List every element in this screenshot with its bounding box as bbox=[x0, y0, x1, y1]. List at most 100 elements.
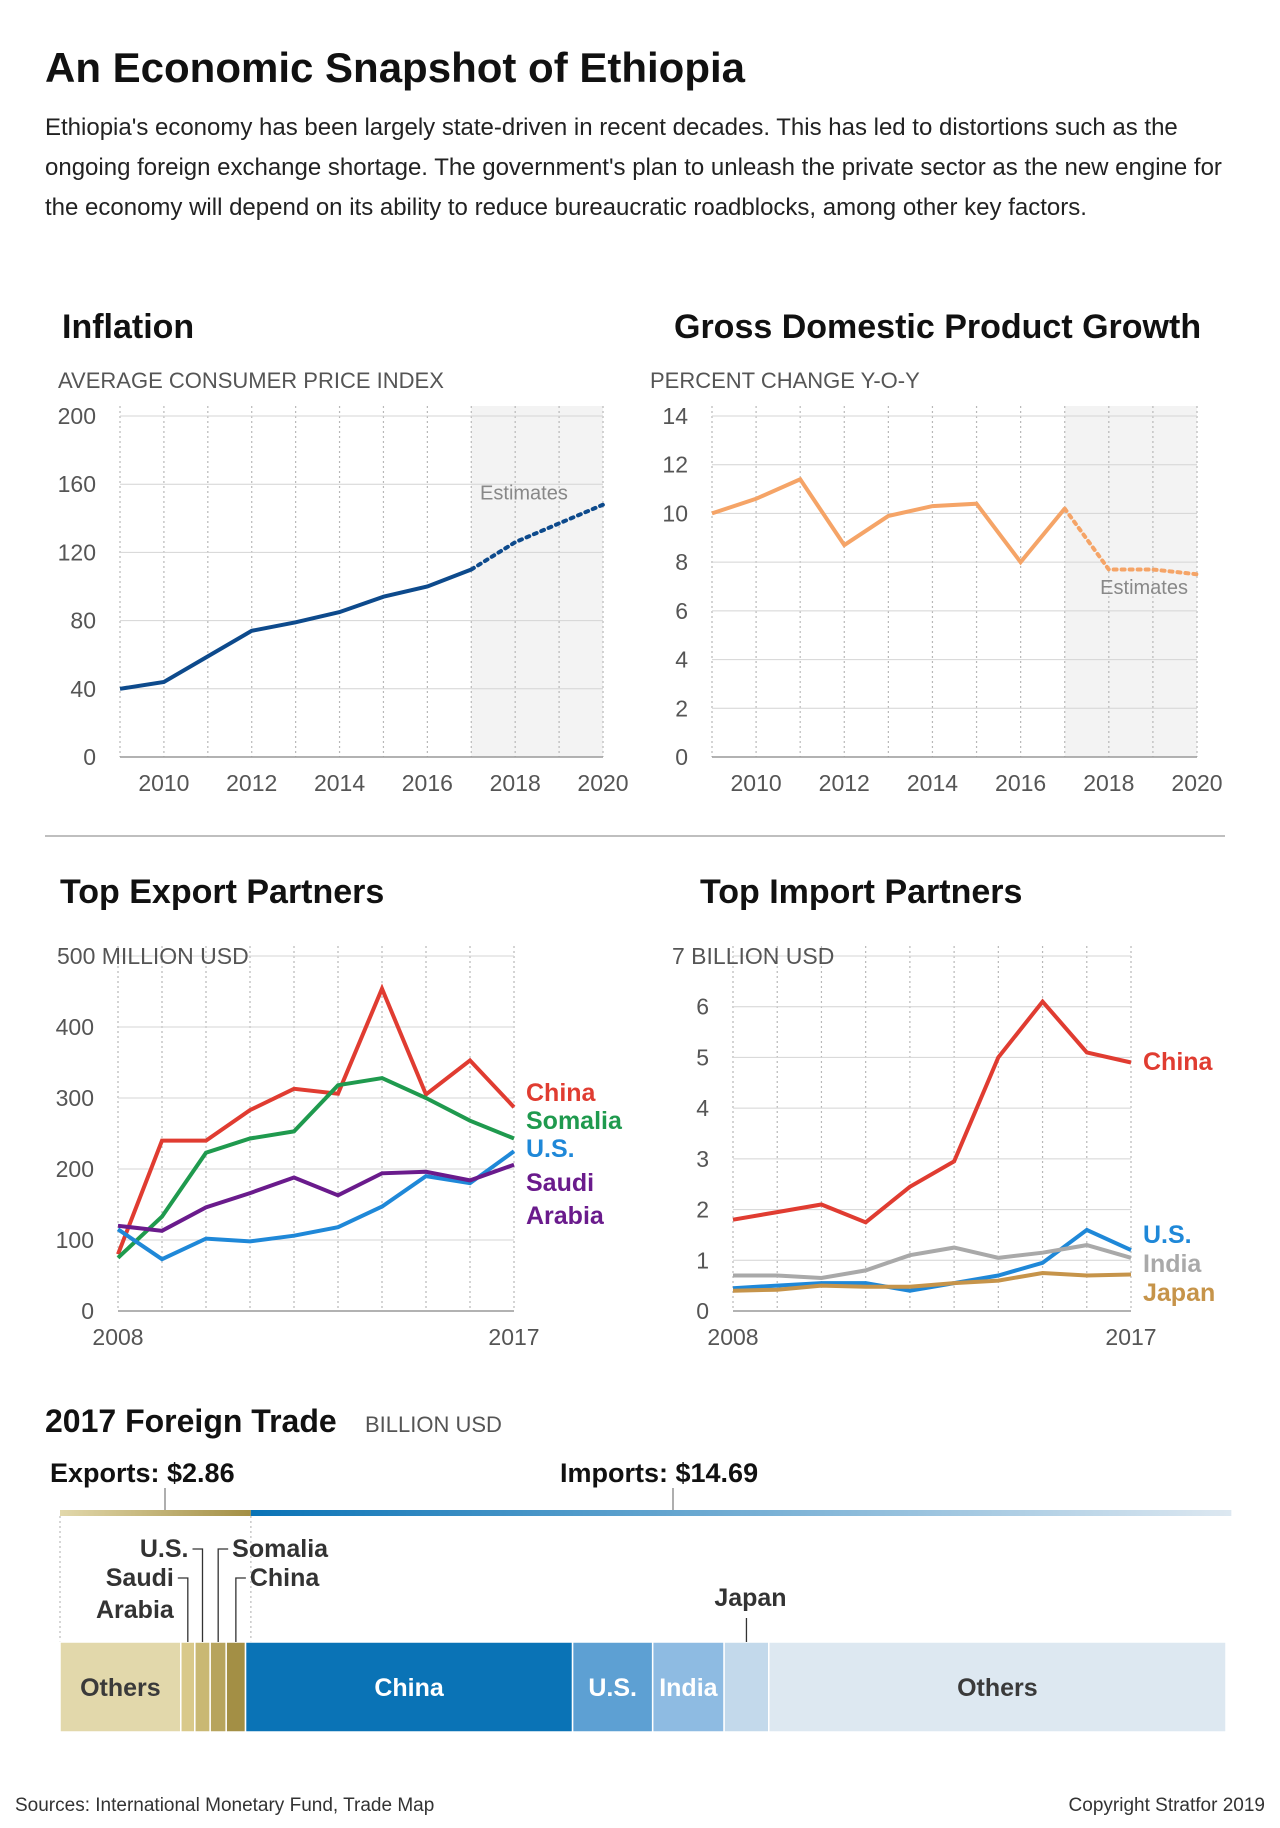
imports-india-segment bbox=[651, 1641, 725, 1733]
imports-japan-callout: Japan bbox=[714, 1584, 786, 1612]
gdp-xtick-label: 2020 bbox=[1171, 770, 1222, 796]
india-series-line bbox=[733, 1243, 1132, 1281]
exports-saudi-arabia-segment bbox=[180, 1641, 196, 1733]
gdp-xtick-label: 2014 bbox=[907, 770, 958, 796]
imports-ytick-label: 3 bbox=[696, 1146, 709, 1172]
imports-china-segment bbox=[244, 1641, 574, 1733]
inflation-xtick-label: 2018 bbox=[490, 770, 541, 796]
exports-china-callout: China bbox=[250, 1564, 321, 1592]
inflation-xtick-label: 2016 bbox=[402, 770, 453, 796]
imports-chart: Top Import Partners 0 1 2 3 4 5 6 7 BILLION USD 2… bbox=[672, 873, 1215, 1350]
exports-ytick-label: 400 bbox=[56, 1014, 94, 1040]
exports-xtick-label: 2008 bbox=[92, 1324, 143, 1350]
inflation-estimates-band bbox=[471, 406, 603, 757]
exports-ytick-label: 0 bbox=[81, 1298, 94, 1324]
inflation-ytick-label: 0 bbox=[83, 744, 96, 770]
india-series-label: India bbox=[1143, 1250, 1202, 1278]
somalia-leader bbox=[217, 1548, 229, 1642]
gdp-ytick-label: 6 bbox=[675, 598, 688, 624]
inflation-ytick-label: 80 bbox=[70, 608, 96, 634]
inflation-xtick-label: 2020 bbox=[577, 770, 628, 796]
exports-xtick-label: 2017 bbox=[488, 1324, 539, 1350]
exports-somalia-callout: Somalia bbox=[232, 1535, 329, 1563]
saudi-arabia-leader bbox=[177, 1577, 189, 1642]
saudi-arabia-series-label: Arabia bbox=[526, 1202, 605, 1230]
imports-ytick-label: 6 bbox=[696, 994, 709, 1020]
foreign-trade-chart: 2017 Foreign Trade BILLION USD Exports: $2… bbox=[45, 1403, 1232, 1733]
gdp-ytick-label: 12 bbox=[662, 452, 688, 478]
gdp-chart: Gross Domestic Product Growth 0 2 4 6 8 10 12 14… bbox=[650, 308, 1223, 796]
gdp-xtick-label: 2012 bbox=[819, 770, 870, 796]
gdp-ytick-label: 2 bbox=[675, 695, 688, 721]
inflation-ytick-label: 160 bbox=[58, 471, 96, 497]
u-s--series-line bbox=[116, 1149, 516, 1262]
china-series-label: China bbox=[526, 1079, 597, 1107]
us-export-leader bbox=[192, 1548, 204, 1642]
gdp-estimate-line bbox=[1062, 506, 1199, 577]
japan-series-line bbox=[732, 1270, 1132, 1293]
imports-ytick-label: 5 bbox=[696, 1044, 709, 1070]
exports-china-segment bbox=[225, 1641, 247, 1733]
gdp-title: Gross Domestic Product Growth bbox=[674, 308, 1201, 346]
saudi-arabia-series-label: Saudi bbox=[526, 1169, 594, 1197]
somalia-series-label: Somalia bbox=[526, 1107, 623, 1135]
imports-ytick-label: 4 bbox=[696, 1095, 709, 1121]
inflation-xtick-label: 2012 bbox=[226, 770, 277, 796]
imports-u-s--segment bbox=[571, 1641, 654, 1733]
foreign-trade-unit: BILLION USD bbox=[365, 1412, 502, 1437]
inflation-title: Inflation bbox=[62, 308, 194, 346]
exports-chart: Top Export Partners 0 100 200 300 400 500 MILL… bbox=[56, 873, 623, 1350]
u-s--series-label: U.S. bbox=[526, 1135, 575, 1163]
exports-others-segment-label: Others bbox=[80, 1674, 161, 1702]
inflation-chart: Inflation 0 40 80 120 160 200 AVERAGE CONSUMER … bbox=[58, 308, 629, 796]
exports-u-s--segment bbox=[194, 1641, 211, 1733]
imports-others-segment-label: Others bbox=[957, 1674, 1038, 1702]
japan-series-label: Japan bbox=[1143, 1279, 1215, 1307]
exports-saudi-arabia-callout: Saudi bbox=[106, 1564, 174, 1592]
inflation-xtick-label: 2010 bbox=[138, 770, 189, 796]
gdp-estimates-label: Estimates bbox=[1100, 577, 1188, 599]
china-series-label: China bbox=[1143, 1048, 1214, 1076]
imports-ytick-label: 1 bbox=[696, 1247, 709, 1273]
copyright-note: Copyright Stratfor 2019 bbox=[1068, 1795, 1265, 1816]
imports-total-label: Imports: $14.69 bbox=[560, 1458, 758, 1488]
imports-u-s--segment-label: U.S. bbox=[588, 1674, 637, 1702]
imports-japan-segment bbox=[723, 1641, 770, 1733]
gdp-ytick-label: 8 bbox=[675, 549, 688, 575]
exports-guide-bar bbox=[60, 1510, 251, 1516]
sources-note: Sources: International Monetary Fund, Tr… bbox=[15, 1795, 435, 1816]
inflation-series-line bbox=[119, 567, 473, 691]
saudi-arabia-series-line bbox=[117, 1162, 515, 1233]
inflation-ytick-label: 40 bbox=[70, 676, 96, 702]
imports-xtick-label: 2008 bbox=[707, 1324, 758, 1350]
gdp-ytick-label: 0 bbox=[675, 744, 688, 770]
imports-ytick-label: 2 bbox=[696, 1197, 709, 1223]
inflation-ylabel: AVERAGE CONSUMER PRICE INDEX bbox=[58, 368, 444, 393]
exports-title: Top Export Partners bbox=[60, 873, 384, 911]
gdp-ytick-label: 4 bbox=[675, 647, 688, 673]
gdp-xtick-label: 2016 bbox=[995, 770, 1046, 796]
gdp-ylabel: PERCENT CHANGE Y-O-Y bbox=[650, 368, 920, 393]
imports-others-segment bbox=[768, 1641, 1227, 1733]
exports-us-callout: U.S. bbox=[140, 1535, 189, 1563]
exports-ytick-label: 500 MILLION USD bbox=[57, 943, 249, 969]
exports-saudi-arabia-callout: Arabia bbox=[96, 1596, 175, 1624]
exports-others-segment bbox=[59, 1641, 182, 1733]
inflation-ytick-label: 200 bbox=[58, 403, 96, 429]
imports-guide-bar bbox=[250, 1510, 1232, 1516]
inflation-estimates-label: Estimates bbox=[480, 483, 568, 505]
gdp-series-line bbox=[711, 476, 1067, 566]
u-s--series-label: U.S. bbox=[1143, 1221, 1192, 1249]
gdp-xtick-label: 2010 bbox=[731, 770, 782, 796]
exports-ytick-label: 100 bbox=[56, 1227, 94, 1253]
inflation-ytick-label: 120 bbox=[58, 539, 96, 565]
imports-xtick-label: 2017 bbox=[1105, 1324, 1156, 1350]
inflation-xtick-label: 2014 bbox=[314, 770, 365, 796]
imports-title: Top Import Partners bbox=[700, 873, 1022, 911]
gdp-xtick-label: 2018 bbox=[1083, 770, 1134, 796]
exports-total-label: Exports: $2.86 bbox=[50, 1458, 235, 1488]
imports-india-segment-label: India bbox=[659, 1674, 718, 1702]
exports-somalia-segment bbox=[209, 1641, 227, 1733]
exports-ytick-label: 200 bbox=[56, 1156, 94, 1182]
